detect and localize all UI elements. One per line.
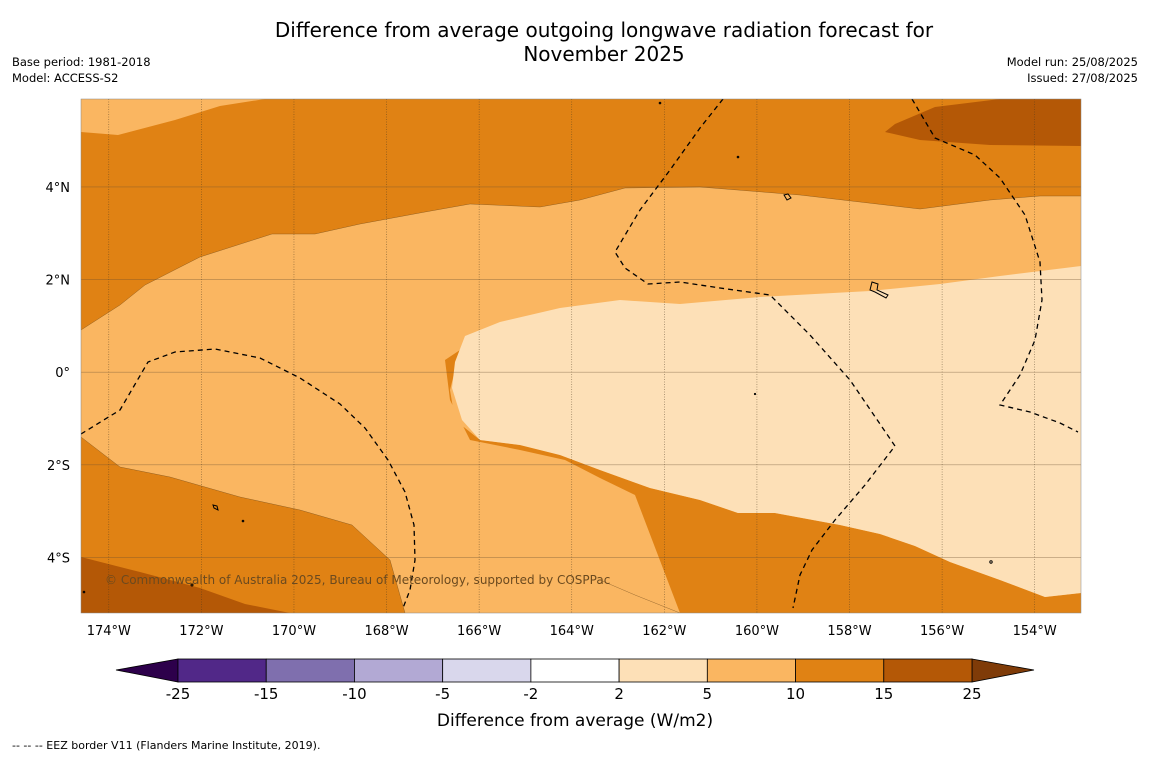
- colorbar-swatch: [354, 658, 444, 683]
- longitude-label: 166°W: [457, 624, 501, 639]
- model-run: Model run: 25/08/2025: [1006, 55, 1138, 69]
- title-line-1: Difference from average outgoing longwav…: [274, 18, 934, 42]
- fill-band-15-25-southwest: [81, 557, 290, 613]
- longitude-label: 162°W: [642, 624, 686, 639]
- longitude-label: 168°W: [364, 624, 408, 639]
- issued-date: Issued: 27/08/2025: [1027, 71, 1138, 85]
- eez-footnote: -- -- -- EEZ border V11 (Flanders Marine…: [12, 739, 321, 752]
- meta-right: Model run: 25/08/2025 Issued: 27/08/2025: [1007, 54, 1138, 86]
- colorbar-tick-label: -10: [342, 685, 367, 703]
- longitude-label: 172°W: [179, 624, 223, 639]
- fill-band-2-5: [452, 266, 1081, 597]
- latitude-label: 2°S: [47, 459, 70, 474]
- eez-border-west: [81, 348, 416, 609]
- longitude-label: 156°W: [920, 624, 964, 639]
- fill-top-strip: [81, 99, 265, 135]
- colorbar-swatch: [442, 658, 532, 683]
- colorbar-tick-label: 5: [703, 685, 713, 703]
- colorbar-tick-label: 2: [614, 685, 624, 703]
- longitude-label: 164°W: [550, 624, 594, 639]
- colorbar-tick-label: 15: [874, 685, 893, 703]
- latitude-label: 4°S: [47, 551, 70, 566]
- title-line-2: November 2025: [523, 42, 685, 66]
- longitude-label: 160°W: [735, 624, 779, 639]
- colorbar-under-arrow: [115, 658, 179, 683]
- model-name: Model: ACCESS-S2: [12, 71, 119, 85]
- colorbar-tick-label: -25: [166, 685, 191, 703]
- colorbar-swatch: [706, 658, 796, 683]
- latitude-label: 4°N: [46, 181, 71, 196]
- eez-border-east: [911, 99, 1079, 433]
- copyright-notice: © Commonwealth of Australia 2025, Bureau…: [105, 573, 610, 587]
- colorbar-tick-label: -5: [435, 685, 450, 703]
- fill-band-15-25-northeast: [885, 99, 1081, 146]
- latitude-label: 0°: [55, 366, 70, 381]
- longitude-label: 170°W: [272, 624, 316, 639]
- gridlines: [81, 99, 1081, 613]
- colorbar-over-arrow: [971, 658, 1035, 683]
- eez-border-central: [614, 99, 896, 609]
- colorbar-swatch: [883, 658, 973, 683]
- islands: [82, 101, 993, 594]
- colorbar: -25 -15 -10 -5 -2 2 5 10 15 25 Difference from av…: [115, 658, 1035, 731]
- map-title: Difference from average outgoing longwav…: [0, 18, 1150, 66]
- colorbar-swatch: [177, 658, 267, 683]
- longitude-label: 174°W: [87, 624, 131, 639]
- colorbar-tick-label: 10: [786, 685, 805, 703]
- longitude-labels: 174°W 172°W 170°W 168°W 166°W 164°W 162°W 160°W…: [87, 624, 1057, 639]
- colorbar-tick-label: -2: [523, 685, 538, 703]
- meta-left: Base period: 1981-2018 Model: ACCESS-S2: [12, 54, 151, 86]
- longitude-label: 158°W: [827, 624, 871, 639]
- base-period: Base period: 1981-2018: [12, 55, 151, 69]
- eez-borders: [81, 99, 1079, 609]
- map-plot-area: © Commonwealth of Australia 2025, Bureau…: [81, 99, 1081, 613]
- latitude-labels: 4°N 2°N 0° 2°S 4°S: [46, 181, 71, 566]
- colorbar-swatch: [618, 658, 708, 683]
- longitude-label: 154°W: [1013, 624, 1057, 639]
- colorbar-label: Difference from average (W/m2): [437, 711, 713, 731]
- colorbar-tick-label: 25: [962, 685, 981, 703]
- latitude-label: 2°N: [46, 274, 71, 289]
- colorbar-swatch: [530, 658, 620, 683]
- colorbar-tick-label: -15: [254, 685, 279, 703]
- colorbar-swatch: [795, 658, 885, 683]
- colorbar-swatch: [265, 658, 355, 683]
